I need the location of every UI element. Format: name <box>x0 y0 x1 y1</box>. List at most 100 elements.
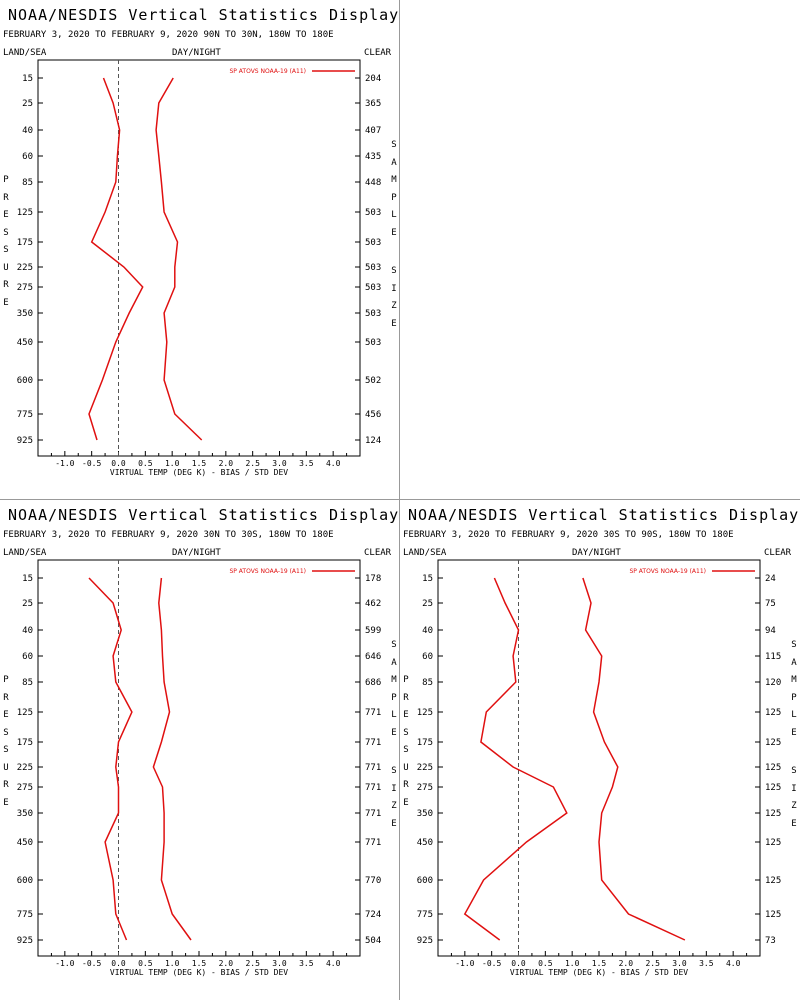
x-tick-label: -0.5 <box>482 959 501 968</box>
pressure-level-label: 925 <box>17 936 33 946</box>
profile-chart: 15 178 25 462 40 599 60 646 85 686 125 771 175 771 225… <box>17 559 381 977</box>
sample-size-label: 365 <box>365 99 381 109</box>
profile-chart: 15 24 25 75 40 94 60 115 85 120 125 125 175 125 225 125… <box>417 559 781 977</box>
pressure-level-label: 450 <box>417 838 433 848</box>
sample-size-label: 125 <box>765 738 781 748</box>
pressure-level-label: 600 <box>17 876 33 886</box>
sample-size-label: 503 <box>365 263 381 273</box>
pressure-level-label: 85 <box>22 678 33 688</box>
x-tick-label: 1.0 <box>165 959 180 968</box>
x-tick-label: 2.5 <box>645 959 660 968</box>
sample-size-label: 124 <box>365 436 381 446</box>
x-tick-label: 3.5 <box>299 459 314 468</box>
x-tick-label: 0.0 <box>111 459 126 468</box>
x-tick-label: 0.0 <box>511 959 526 968</box>
pressure-side-label: P R E S S U R E <box>3 175 9 308</box>
pressure-level-label: 225 <box>17 263 33 273</box>
sample-size-label: 646 <box>365 652 381 662</box>
std-dev-series-line <box>582 577 686 941</box>
sample-size-label: 407 <box>365 126 381 136</box>
legend-label: SP ATOVS NOAA-19 (A11) <box>229 68 306 75</box>
plot-frame <box>37 559 361 957</box>
sample-size-label: 456 <box>365 410 381 420</box>
stats-panel-30s-90s: NOAA/NESDIS Vertical Statistics Display F… <box>400 500 800 1000</box>
clear-label: CLEAR <box>364 548 392 558</box>
day-night-label: DAY/NIGHT <box>172 48 221 58</box>
x-tick-label: 2.0 <box>619 959 634 968</box>
size-side-label: S I Z E <box>391 266 397 329</box>
sample-size-label: 771 <box>365 783 381 793</box>
sample-size-label: 502 <box>365 376 381 386</box>
x-tick-label: -1.0 <box>455 959 474 968</box>
sample-size-label: 503 <box>365 283 381 293</box>
sample-size-label: 125 <box>765 783 781 793</box>
sample-size-label: 771 <box>365 738 381 748</box>
pressure-level-label: 15 <box>22 574 33 584</box>
sample-size-label: 125 <box>765 838 781 848</box>
sample-size-label: 503 <box>365 338 381 348</box>
bias-series-line <box>88 77 144 441</box>
sample-size-label: 24 <box>765 574 776 584</box>
pressure-level-label: 125 <box>17 708 33 718</box>
pressure-level-label: 40 <box>422 626 433 636</box>
day-night-label: DAY/NIGHT <box>572 548 621 558</box>
land-sea-label: LAND/SEA <box>403 548 447 558</box>
pressure-level-label: 775 <box>17 410 33 420</box>
sample-size-label: 115 <box>765 652 781 662</box>
x-axis-label: VIRTUAL TEMP (DEG K) - BIAS / STD DEV <box>510 968 688 977</box>
pressure-level-label: 15 <box>422 574 433 584</box>
pressure-level-label: 85 <box>22 178 33 188</box>
day-night-label: DAY/NIGHT <box>172 548 221 558</box>
x-tick-label: -0.5 <box>82 959 101 968</box>
panel-subtitle: FEBRUARY 3, 2020 TO FEBRUARY 9, 2020 30N… <box>3 530 334 540</box>
pressure-level-label: 925 <box>417 936 433 946</box>
sample-size-label: 771 <box>365 763 381 773</box>
sample-size-label: 204 <box>365 74 381 84</box>
pressure-level-label: 775 <box>17 910 33 920</box>
sample-size-label: 125 <box>765 708 781 718</box>
pressure-level-label: 85 <box>422 678 433 688</box>
sample-size-label: 686 <box>365 678 381 688</box>
x-tick-label: 0.0 <box>111 959 126 968</box>
pressure-level-label: 60 <box>22 152 33 162</box>
sample-size-label: 73 <box>765 936 776 946</box>
sample-size-label: 125 <box>765 910 781 920</box>
sample-size-label: 599 <box>365 626 381 636</box>
pressure-level-label: 275 <box>17 283 33 293</box>
pressure-level-label: 175 <box>417 738 433 748</box>
pressure-level-label: 25 <box>22 99 33 109</box>
x-tick-label: 4.0 <box>326 459 341 468</box>
pressure-side-label: P R E S S U R E <box>403 675 409 808</box>
x-tick-label: 0.5 <box>138 459 153 468</box>
x-tick-label: 1.5 <box>192 959 207 968</box>
x-tick-label: 0.5 <box>138 959 153 968</box>
size-side-label: S I Z E <box>791 766 797 829</box>
sample-size-label: 504 <box>365 936 381 946</box>
sample-size-label: 448 <box>365 178 381 188</box>
panel-divider-horizontal <box>0 499 800 500</box>
sample-size-label: 125 <box>765 809 781 819</box>
clear-label: CLEAR <box>764 548 792 558</box>
stats-panel-90n-30n: NOAA/NESDIS Vertical Statistics Display F… <box>0 0 400 500</box>
pressure-level-label: 60 <box>22 652 33 662</box>
clear-label: CLEAR <box>364 48 392 58</box>
pressure-level-label: 350 <box>17 309 33 319</box>
sample-size-label: 75 <box>765 599 776 609</box>
plot-frame <box>37 59 361 457</box>
pressure-level-label: 225 <box>417 763 433 773</box>
pressure-level-label: 25 <box>422 599 433 609</box>
profile-chart: 15 204 25 365 40 407 60 435 85 448 125 503 175 503 225… <box>17 59 381 477</box>
sample-size-label: 503 <box>365 238 381 248</box>
x-tick-label: -1.0 <box>55 959 74 968</box>
sample-size-label: 724 <box>365 910 381 920</box>
pressure-level-label: 275 <box>17 783 33 793</box>
x-tick-label: 3.5 <box>699 959 714 968</box>
sample-size-label: 462 <box>365 599 381 609</box>
sample-size-label: 435 <box>365 152 381 162</box>
sample-side-label: S A M P L E <box>391 640 397 738</box>
pressure-level-label: 40 <box>22 126 33 136</box>
x-tick-label: 3.5 <box>299 959 314 968</box>
panel-title: NOAA/NESDIS Vertical Statistics Display <box>8 6 400 24</box>
sample-size-label: 94 <box>765 626 776 636</box>
pressure-level-label: 175 <box>17 238 33 248</box>
